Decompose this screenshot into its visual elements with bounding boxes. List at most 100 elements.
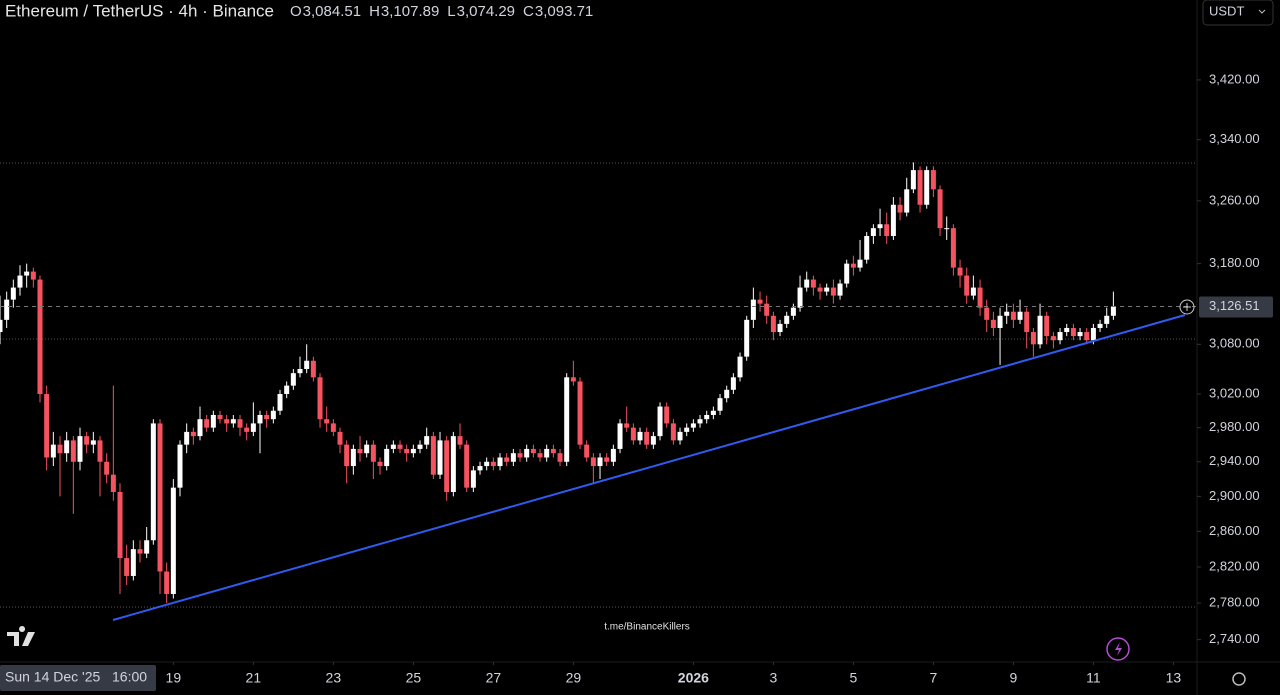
candle-body <box>710 410 716 415</box>
legend-value: 3,107.89 <box>381 3 439 20</box>
candle-body <box>224 419 230 424</box>
candle-body <box>1070 327 1076 337</box>
candle-body <box>657 406 663 437</box>
candle-body <box>1017 311 1023 320</box>
x-tick-label: 2026 <box>678 670 709 686</box>
candle-body <box>417 444 423 449</box>
candle-body <box>324 419 330 424</box>
candle-body <box>210 414 216 428</box>
candle-body <box>644 431 650 445</box>
candle-body <box>304 360 310 370</box>
dropdown-arrow <box>1258 9 1266 14</box>
legend-key: L <box>447 3 455 20</box>
candle-body <box>617 423 623 449</box>
candle-body <box>164 571 170 594</box>
candle-body <box>597 457 603 467</box>
candle-body <box>1104 315 1110 324</box>
x-tick-label: 21 <box>246 670 262 686</box>
legend-key: H <box>369 3 380 20</box>
y-tick-label: 2,900.00 <box>1209 488 1260 503</box>
x-tick-label: 9 <box>1009 670 1017 686</box>
candle-body <box>484 461 490 467</box>
candle-body <box>117 492 123 559</box>
candle-body <box>124 558 130 576</box>
candle-body <box>970 287 976 296</box>
candle-body <box>77 436 83 462</box>
candle-body <box>757 299 763 304</box>
chart-title: Ethereum / TetherUS · 4h · Binance <box>5 1 274 20</box>
legend-key: O <box>290 3 302 20</box>
candle-body <box>37 279 43 394</box>
candle-body <box>824 287 830 292</box>
trendline[interactable] <box>112 314 1186 621</box>
candle-body <box>384 448 390 467</box>
candle-body <box>877 224 883 229</box>
candle-body <box>977 287 983 308</box>
candle-body <box>1037 315 1043 345</box>
candle-body <box>677 431 683 441</box>
candle-body <box>257 414 263 424</box>
currency-label[interactable]: USDT <box>1209 3 1244 18</box>
x-tick-label: 5 <box>849 670 857 686</box>
y-tick-label: 3,420.00 <box>1209 71 1260 86</box>
candle-body <box>137 549 143 554</box>
candle-body <box>870 228 876 236</box>
candle-body <box>524 448 530 458</box>
candle-body <box>390 444 396 449</box>
candle-body <box>997 315 1003 328</box>
candle-body <box>410 448 416 454</box>
candle-body <box>130 549 136 576</box>
lightning-button[interactable] <box>1106 637 1130 661</box>
candle-body <box>790 307 796 316</box>
candle-body <box>397 444 403 449</box>
candle-body <box>190 431 196 437</box>
candle-body <box>57 444 63 454</box>
crosshair-time: 16:00 <box>112 669 147 685</box>
candle-body <box>590 457 596 467</box>
candle-body <box>30 271 36 280</box>
candle-body <box>550 448 556 454</box>
candle-body <box>10 287 16 300</box>
candle-body <box>310 360 316 378</box>
candle-body <box>490 461 496 467</box>
currency-button[interactable] <box>1202 0 1274 26</box>
candle-body <box>110 474 116 493</box>
candle-body <box>1084 332 1090 341</box>
x-tick-label: 3 <box>769 670 777 686</box>
candle-body <box>544 448 550 458</box>
candle-body <box>1050 336 1056 341</box>
lightning-icon <box>1115 642 1122 656</box>
candle-body <box>477 466 483 471</box>
crosshair-date: Sun 14 Dec '25 <box>5 669 101 685</box>
candle-body <box>797 287 803 308</box>
candle-body <box>804 279 810 288</box>
x-tick-label: 19 <box>166 670 182 686</box>
candle-body <box>950 228 956 268</box>
candle-body <box>317 377 323 420</box>
x-tick-label: 11 <box>1086 670 1101 686</box>
x-tick-label: 25 <box>406 670 422 686</box>
candle-body <box>630 427 636 441</box>
add-alert-button[interactable] <box>1179 299 1195 315</box>
candle-body <box>404 448 410 454</box>
settings-button[interactable] <box>1232 672 1246 686</box>
candle-body <box>70 440 76 462</box>
candle-body <box>964 275 970 296</box>
candle-body <box>584 444 590 458</box>
x-tick-label: 7 <box>929 670 937 686</box>
candle-body <box>1004 311 1010 316</box>
candle-body <box>730 377 736 390</box>
ohlc-legend: O 3,084.51 H 3,107.89 L 3,074.29 C 3,093.71 <box>290 3 593 20</box>
candle-body <box>530 448 536 454</box>
candle-body <box>1064 327 1070 333</box>
candle-body <box>177 444 183 488</box>
candle-body <box>817 287 823 292</box>
candle-body <box>570 377 576 382</box>
candle-body <box>290 373 296 386</box>
candle-body <box>777 323 783 333</box>
candle-body <box>44 393 50 458</box>
candle-body <box>144 540 150 554</box>
y-tick-label: 2,940.00 <box>1209 453 1260 468</box>
candle-body <box>457 436 463 445</box>
